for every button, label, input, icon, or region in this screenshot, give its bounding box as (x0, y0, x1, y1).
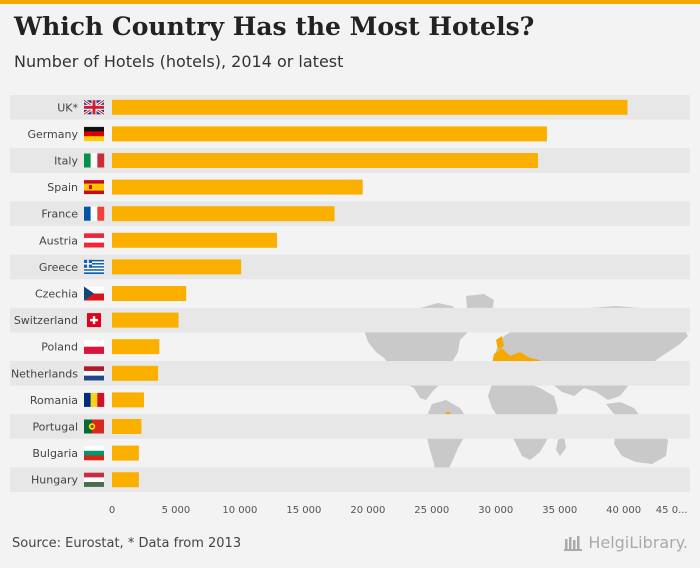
bar-czechia (112, 286, 187, 301)
germany-flag-icon (84, 126, 104, 142)
x-tick-label: 5 000 (162, 505, 191, 516)
bar-austria (112, 232, 278, 248)
hungary-flag-icon (84, 472, 104, 487)
bar-germany (112, 126, 547, 142)
bar-netherlands (112, 365, 159, 381)
x-axis-ticks: 0 5 000 10 000 15 000 20 000 25 000 30 000 35 0… (109, 505, 688, 516)
map-uk-highlight (496, 336, 504, 350)
bar-poland (112, 339, 160, 355)
library-icon (564, 535, 583, 551)
category-label: Bulgaria (32, 447, 78, 460)
x-tick-label: 40 000 (606, 505, 641, 516)
x-tick-label: 20 000 (350, 505, 385, 516)
bar-greece (112, 259, 242, 275)
poland-flag-icon (84, 339, 104, 354)
switzerland-flag-icon (87, 313, 101, 328)
czechia-flag-icon (84, 286, 104, 301)
x-tick-label: 35 000 (542, 505, 577, 516)
category-label: Portugal (32, 421, 78, 434)
bar-france (112, 206, 335, 222)
netherlands-flag-icon (84, 366, 104, 381)
bar-bulgaria (112, 445, 139, 461)
x-tick-label: 25 000 (414, 505, 449, 516)
spain-flag-icon (84, 180, 104, 195)
chart-subtitle: Number of Hotels (hotels), 2014 or lates… (14, 52, 344, 71)
portugal-flag-icon (84, 419, 104, 434)
austria-flag-icon (84, 233, 104, 248)
bulgaria-flag-icon (84, 446, 104, 461)
bar-italy (112, 153, 538, 168)
category-label: Hungary (31, 474, 78, 487)
brand-logo: HelgiLibrary. (564, 533, 688, 552)
bar-hungary (112, 472, 139, 488)
category-label: Germany (27, 128, 78, 141)
flag-icons (83, 99, 105, 487)
x-tick-label: 15 000 (286, 505, 321, 516)
category-label: Greece (39, 261, 78, 274)
bar-romania (112, 392, 144, 408)
map-madagascar (556, 436, 566, 456)
romania-flag-icon (84, 392, 105, 407)
bar-switzerland (112, 312, 179, 328)
bar-spain (112, 179, 363, 195)
france-flag-icon (84, 206, 105, 221)
bar-series (112, 99, 628, 488)
category-label: Austria (39, 234, 78, 247)
top-accent-bar (0, 0, 700, 4)
category-label: Netherlands (11, 367, 78, 380)
x-tick-label: 45 0... (656, 505, 688, 516)
chart-title: Which Country Has the Most Hotels? (14, 12, 535, 41)
x-tick-label: 30 000 (478, 505, 513, 516)
greece-flag-icon (84, 259, 104, 274)
category-label: Czechia (35, 288, 78, 301)
source-note: Source: Eurostat, * Data from 2013 (12, 536, 242, 551)
category-labels: UK* Germany Italy Spain France Austria Greece C… (11, 101, 79, 486)
bar-portugal (112, 419, 142, 434)
uk-flag-icon (83, 99, 105, 116)
category-label: France (41, 208, 78, 221)
category-label: UK* (57, 101, 78, 114)
x-tick-label: 0 (109, 505, 115, 516)
category-label: Poland (41, 341, 78, 354)
x-tick-label: 10 000 (222, 505, 257, 516)
category-label: Switzerland (14, 314, 78, 327)
category-label: Spain (47, 181, 78, 194)
category-label: Romania (30, 394, 78, 407)
brand-name: HelgiLibrary. (588, 533, 688, 552)
category-label: Italy (54, 155, 78, 168)
bar-uk (112, 99, 628, 115)
map-southeast-asia (606, 402, 640, 418)
italy-flag-icon (84, 153, 105, 168)
